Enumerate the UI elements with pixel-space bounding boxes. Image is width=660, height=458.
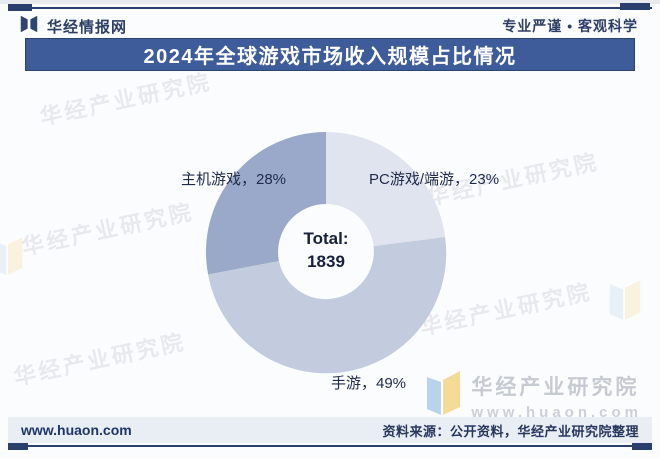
brand-watermark: 华经产业研究院 www.huaon.com <box>423 368 642 423</box>
watermark-logo-icon <box>0 234 26 285</box>
top-accent-left-block <box>8 4 32 11</box>
watermark-text: 华经产业研究院 <box>19 199 197 260</box>
footer-source: 资料来源：公开资料，华经产业研究院整理 <box>382 423 639 439</box>
top-accent-right-block <box>620 3 650 10</box>
watermark-text: 华经产业研究院 <box>11 329 189 390</box>
chart-title-bar: 2024年全球游戏市场收入规模占比情况 <box>25 38 635 71</box>
bottom-accent-line <box>8 445 652 447</box>
watermark-text: 华经产业研究院 <box>417 279 595 340</box>
chart-title: 2024年全球游戏市场收入规模占比情况 <box>143 46 517 68</box>
brand-name: 华经情报网 <box>47 19 128 36</box>
header-brand: 华经情报网 <box>18 13 127 40</box>
watermark-brand-url: www.huaon.com <box>471 403 642 421</box>
watermark-text: 华经产业研究院 <box>37 69 215 130</box>
center-label-value: 1839 <box>307 252 345 271</box>
slice-label-pc: PC游戏/端游，23% <box>369 171 500 188</box>
brand-logo-icon <box>18 13 40 40</box>
watermark-brand-name: 华经产业研究院 <box>471 375 640 399</box>
top-accent-line <box>8 7 652 9</box>
page-top-edge <box>0 0 660 4</box>
footer-website: www.huaon.com <box>21 422 132 438</box>
bottom-accent-right-block <box>632 443 652 450</box>
donut-center-label: Total: 1839 <box>266 227 386 273</box>
slice-label-console: 主机游戏，28% <box>181 171 287 188</box>
watermark-book-icon <box>423 368 463 423</box>
slice-label-mobile: 手游，49% <box>331 375 407 392</box>
center-label-total: Total: <box>303 229 349 248</box>
bottom-accent-left-block <box>8 443 28 450</box>
header-slogan: 专业严谨 • 客观科学 <box>502 18 638 34</box>
watermark-logo-icon <box>606 272 644 335</box>
footer-bar: www.huaon.com 资料来源：公开资料，华经产业研究院整理 <box>8 417 652 443</box>
